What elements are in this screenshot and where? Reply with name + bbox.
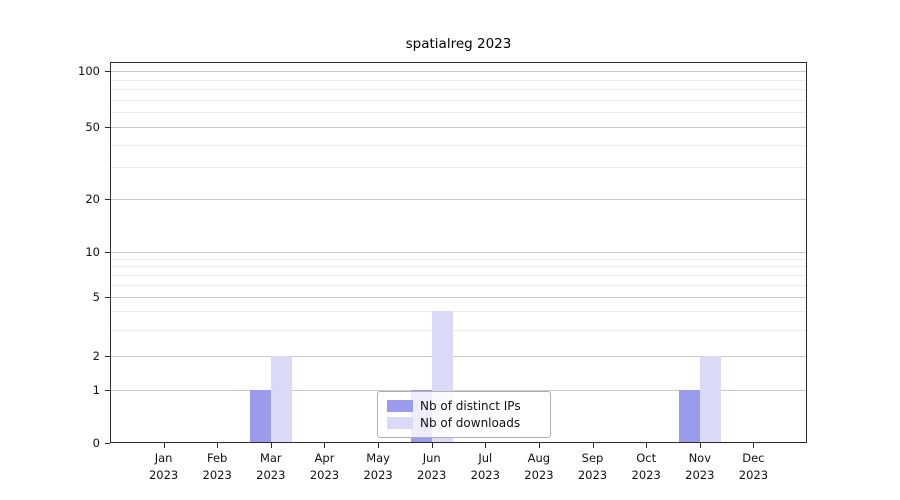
x-tick-mark: [539, 443, 540, 448]
x-tick-mark: [753, 443, 754, 448]
legend-item: Nb of downloads: [387, 416, 541, 430]
gridline-major: [110, 71, 807, 72]
gridline-minor: [110, 80, 807, 81]
y-axis-tick-label: 100: [78, 64, 100, 78]
y-tick-mark: [105, 390, 110, 391]
gridline-minor: [110, 167, 807, 168]
bar-downloads: [270, 356, 292, 443]
gridline-major: [110, 390, 807, 391]
gridline-minor: [110, 259, 807, 260]
legend-item: Nb of distinct IPs: [387, 399, 541, 413]
x-tick-mark: [646, 443, 647, 448]
legend-label-downloads: Nb of downloads: [420, 416, 521, 430]
y-axis-tick-label: 20: [85, 192, 100, 206]
x-tick-mark: [593, 443, 594, 448]
gridline-major: [110, 356, 807, 357]
x-tick-mark: [378, 443, 379, 448]
x-tick-mark: [271, 443, 272, 448]
gridline-minor: [110, 266, 807, 267]
y-axis-tick-label: 1: [92, 383, 100, 397]
gridline-minor: [110, 285, 807, 286]
gridline-minor: [110, 330, 807, 331]
x-tick-mark: [432, 443, 433, 448]
x-axis-tick-label: Sep 2023: [577, 451, 608, 482]
legend-swatch-distinct-ips: [387, 400, 413, 412]
y-axis-tick-label: 2: [92, 349, 100, 363]
x-tick-mark: [164, 443, 165, 448]
y-tick-mark: [105, 71, 110, 72]
y-tick-mark: [105, 356, 110, 357]
y-tick-mark: [105, 127, 110, 128]
legend: Nb of distinct IPs Nb of downloads: [377, 391, 551, 438]
x-axis-tick-label: Feb 2023: [202, 451, 232, 482]
gridline-minor: [110, 112, 807, 113]
bar-distinct-ips: [678, 390, 700, 443]
x-axis-tick-label: May 2023: [363, 451, 393, 482]
x-tick-mark: [485, 443, 486, 448]
y-tick-mark: [105, 252, 110, 253]
gridline-minor: [110, 100, 807, 101]
bar-downloads: [699, 356, 721, 443]
gridline-major: [110, 297, 807, 298]
x-axis-tick-label: Jan 2023: [148, 451, 179, 482]
x-axis-tick-label: Dec 2023: [738, 451, 769, 482]
x-axis-tick-label: Aug 2023: [524, 451, 554, 482]
y-axis-tick-label: 10: [85, 245, 100, 259]
bar-distinct-ips: [249, 390, 271, 443]
y-axis-tick-label: 0: [92, 436, 100, 450]
x-tick-mark: [324, 443, 325, 448]
y-axis-tick-label: 50: [85, 120, 100, 134]
x-axis-tick-label: Oct 2023: [631, 451, 661, 482]
gridline-major: [110, 199, 807, 200]
gridline-major: [110, 252, 807, 253]
plot-area: Nb of distinct IPs Nb of downloads: [110, 62, 807, 443]
y-tick-mark: [105, 199, 110, 200]
x-tick-mark: [700, 443, 701, 448]
y-axis-tick-label: 5: [92, 290, 100, 304]
gridline-minor: [110, 145, 807, 146]
x-tick-mark: [217, 443, 218, 448]
gridline-minor: [110, 311, 807, 312]
x-axis-tick-label: Jun 2023: [417, 451, 447, 482]
x-axis-tick-label: Nov 2023: [685, 451, 715, 482]
legend-swatch-downloads: [387, 417, 413, 429]
legend-label-distinct-ips: Nb of distinct IPs: [420, 399, 521, 413]
gridline-minor: [110, 89, 807, 90]
x-axis-tick-label: Mar 2023: [256, 451, 286, 482]
gridline-minor: [110, 275, 807, 276]
chart-title: spatialreg 2023: [405, 36, 512, 52]
y-tick-mark: [105, 297, 110, 298]
gridline-major: [110, 127, 807, 128]
x-axis-tick-label: Jul 2023: [470, 451, 500, 482]
y-tick-mark: [105, 443, 110, 444]
x-axis-tick-label: Apr 2023: [309, 451, 340, 482]
